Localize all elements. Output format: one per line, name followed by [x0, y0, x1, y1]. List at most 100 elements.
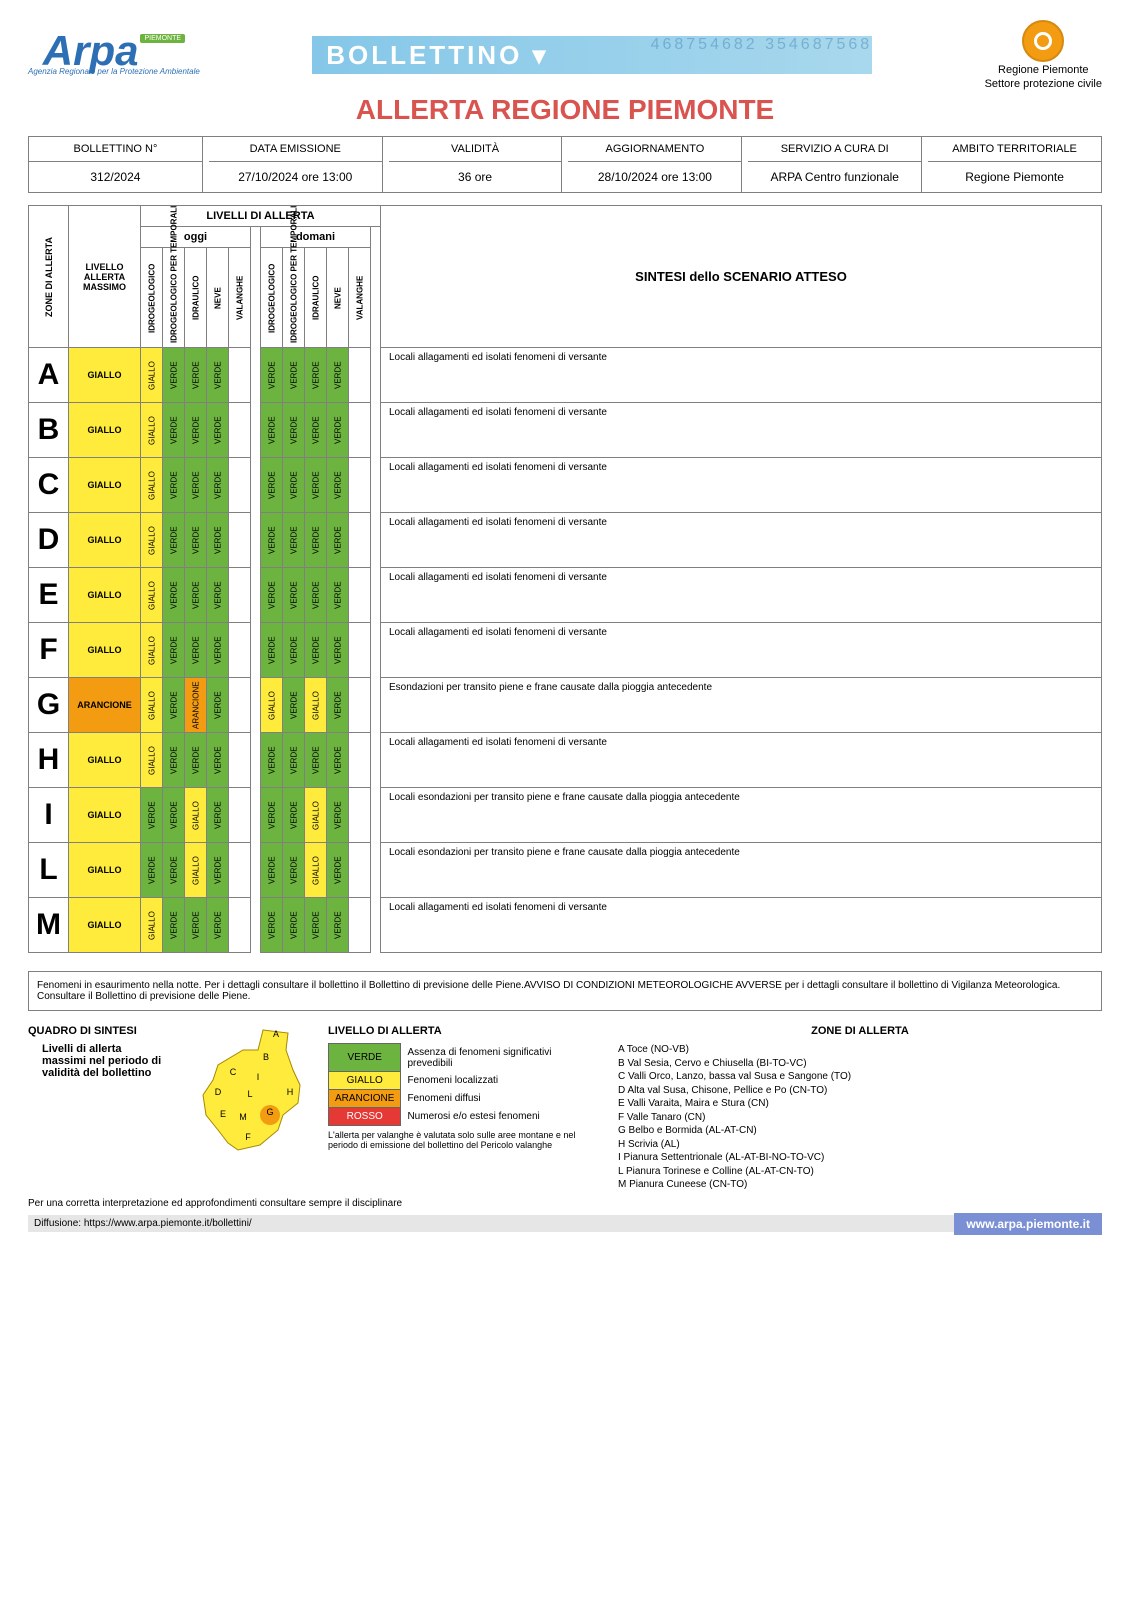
alert-cell-domani — [349, 568, 371, 623]
alert-cell-domani: VERDE — [283, 843, 305, 898]
info-cell: BOLLETTINO N° 312/2024 — [29, 137, 203, 192]
alert-cell-domani: VERDE — [327, 568, 349, 623]
alert-cell-oggi: GIALLO — [141, 733, 163, 788]
alert-cell-oggi: VERDE — [163, 733, 185, 788]
legend-swatch: ROSSO — [329, 1108, 401, 1126]
map-zone-label: C — [230, 1067, 237, 1077]
zone-max: GIALLO — [69, 788, 141, 843]
alert-cell-domani: VERDE — [327, 403, 349, 458]
alert-cell-oggi: VERDE — [207, 843, 229, 898]
bulletin-banner: BOLLETTINO ▾ — [312, 36, 872, 74]
alert-cell-domani: VERDE — [327, 513, 349, 568]
alert-cell-domani: VERDE — [283, 458, 305, 513]
oggi-header: oggi — [141, 227, 251, 248]
alert-cell-domani: VERDE — [261, 403, 283, 458]
alert-cell-oggi: VERDE — [185, 623, 207, 678]
alert-cell-oggi — [229, 513, 251, 568]
zone-max: GIALLO — [69, 898, 141, 953]
zone-scenario: Locali allagamenti ed isolati fenomeni d… — [381, 458, 1102, 513]
info-label: BOLLETTINO N° — [29, 137, 202, 162]
alert-cell-domani: VERDE — [305, 403, 327, 458]
alert-cell-oggi — [229, 733, 251, 788]
legend-desc: Fenomeni localizzati — [401, 1072, 598, 1090]
alert-cell-domani: VERDE — [283, 678, 305, 733]
legend-swatch: ARANCIONE — [329, 1090, 401, 1108]
arpa-name: Arpa — [43, 34, 139, 68]
info-cell: AMBITO TERRITORIALE Regione Piemonte — [928, 137, 1101, 192]
col-header: NEVE — [327, 248, 349, 348]
alert-cell-domani: VERDE — [261, 348, 283, 403]
alert-cell-oggi: GIALLO — [141, 568, 163, 623]
map-zone-label: B — [263, 1052, 269, 1062]
zone-list-item: M Pianura Cuneese (CN-TO) — [618, 1178, 1102, 1192]
map-zone-label: A — [273, 1029, 279, 1039]
alert-cell-domani: GIALLO — [305, 788, 327, 843]
zone-max: GIALLO — [69, 348, 141, 403]
alert-cell-oggi: VERDE — [207, 568, 229, 623]
zone-list-item: A Toce (NO-VB) — [618, 1043, 1102, 1057]
legend-desc: Assenza di fenomeni significativi preved… — [401, 1044, 598, 1072]
zone-scenario: Esondazioni per transito piene e frane c… — [381, 678, 1102, 733]
alert-cell-oggi: VERDE — [207, 898, 229, 953]
alert-cell-domani: VERDE — [327, 678, 349, 733]
zone-id: D — [29, 513, 69, 568]
alert-cell-oggi: VERDE — [163, 843, 185, 898]
info-value: 36 ore — [389, 162, 562, 192]
zone-scenario: Locali allagamenti ed isolati fenomeni d… — [381, 513, 1102, 568]
alert-cell-domani — [349, 348, 371, 403]
alert-cell-oggi: GIALLO — [141, 348, 163, 403]
quadro-body: Livelli di allerta massimi nel periodo d… — [28, 1043, 168, 1079]
alert-cell-domani — [349, 403, 371, 458]
alert-cell-oggi: GIALLO — [141, 403, 163, 458]
zone-id: B — [29, 403, 69, 458]
alert-cell-domani: VERDE — [305, 568, 327, 623]
alert-cell-oggi: VERDE — [207, 733, 229, 788]
alert-cell-oggi: GIALLO — [141, 458, 163, 513]
site-link[interactable]: www.arpa.piemonte.it — [954, 1213, 1102, 1235]
alert-cell-domani: VERDE — [327, 458, 349, 513]
zone-list-item: H Scrivia (AL) — [618, 1138, 1102, 1152]
zone-scenario: Locali allagamenti ed isolati fenomeni d… — [381, 403, 1102, 458]
info-cell: VALIDITÀ 36 ore — [389, 137, 563, 192]
alert-cell-oggi: VERDE — [207, 348, 229, 403]
alert-cell-oggi: GIALLO — [141, 678, 163, 733]
alert-cell-oggi — [229, 568, 251, 623]
info-value: 312/2024 — [29, 162, 202, 192]
map-zone-label: F — [245, 1132, 251, 1142]
zone-id: I — [29, 788, 69, 843]
sintesi-header: SINTESI dello SCENARIO ATTESO — [381, 206, 1102, 348]
alert-cell-domani: VERDE — [327, 843, 349, 898]
info-label: DATA EMISSIONE — [209, 137, 382, 162]
diffusione: Diffusione: https://www.arpa.piemonte.it… — [28, 1215, 954, 1232]
zone-header: ZONE DI ALLERTA — [29, 206, 69, 348]
alert-cell-domani: VERDE — [261, 568, 283, 623]
legend-desc: Fenomeni diffusi — [401, 1090, 598, 1108]
alert-cell-domani: GIALLO — [261, 678, 283, 733]
pc-line1: Regione Piemonte — [985, 64, 1102, 76]
alert-cell-domani — [349, 733, 371, 788]
alert-cell-oggi: GIALLO — [141, 513, 163, 568]
alert-cell-oggi: VERDE — [207, 513, 229, 568]
alert-cell-domani — [349, 458, 371, 513]
domani-header: domani — [261, 227, 371, 248]
alert-cell-domani: VERDE — [283, 733, 305, 788]
alert-cell-oggi — [229, 623, 251, 678]
info-row: BOLLETTINO N° 312/2024DATA EMISSIONE 27/… — [28, 136, 1102, 193]
alert-cell-domani: VERDE — [327, 733, 349, 788]
alert-cell-oggi: VERDE — [163, 348, 185, 403]
map-zone-label: D — [215, 1087, 222, 1097]
map-zone-label: E — [220, 1109, 226, 1119]
alert-cell-domani: GIALLO — [305, 843, 327, 898]
legend-desc: Numerosi e/o estesi fenomeni — [401, 1108, 598, 1126]
zone-id: L — [29, 843, 69, 898]
alert-cell-domani: VERDE — [261, 733, 283, 788]
zone-list-item: I Pianura Settentrionale (AL-AT-BI-NO-TO… — [618, 1151, 1102, 1165]
col-header: IDROGEOLOGICO — [261, 248, 283, 348]
alert-cell-domani: VERDE — [283, 623, 305, 678]
alert-cell-oggi: VERDE — [207, 678, 229, 733]
legend-swatch: GIALLO — [329, 1072, 401, 1090]
alert-cell-domani: VERDE — [261, 458, 283, 513]
zone-scenario: Locali esondazioni per transito piene e … — [381, 843, 1102, 898]
arpa-tag: PIEMONTE — [140, 34, 185, 43]
alert-cell-domani: VERDE — [327, 898, 349, 953]
